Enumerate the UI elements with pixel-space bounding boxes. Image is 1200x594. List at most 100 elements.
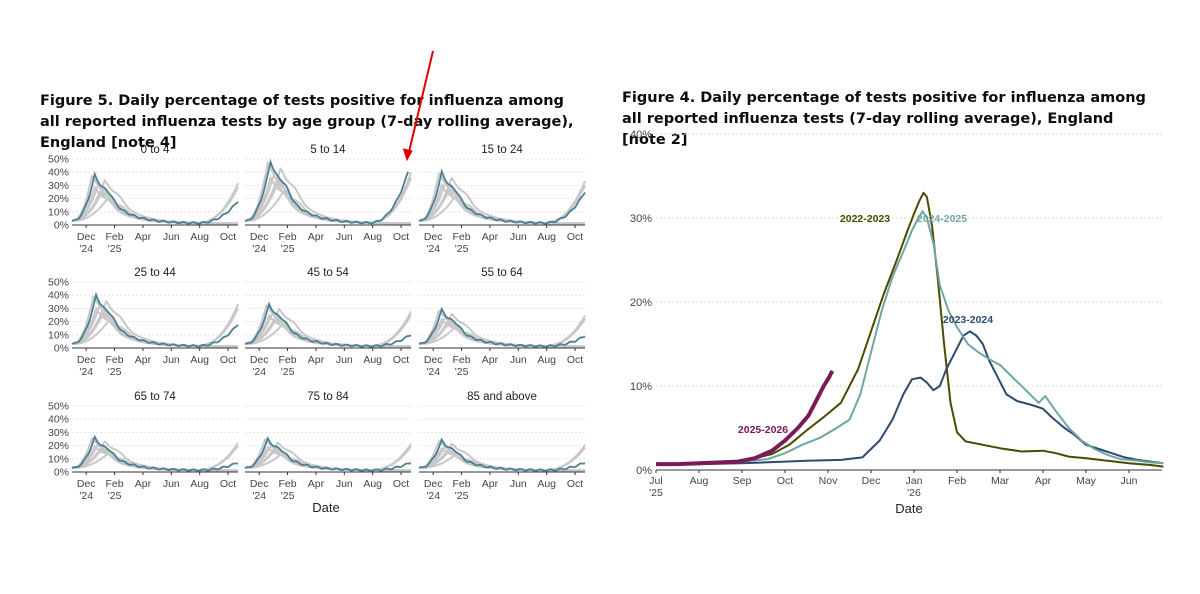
fig5-grey-series xyxy=(419,182,585,225)
fig4-x-axis-label: Date xyxy=(895,501,922,516)
fig5-xtick-label: Feb xyxy=(453,478,471,490)
fig5-xtick-sublabel: '25 xyxy=(108,490,122,502)
fig5-highlight-series xyxy=(71,434,239,472)
fig5-xtick-sublabel: '25 xyxy=(455,243,469,255)
fig5-xtick-label: Feb xyxy=(279,478,297,490)
fig5-highlight-series xyxy=(244,301,412,348)
fig5-xtick-label: Aug xyxy=(537,354,556,366)
fig5-xtick-label: Dec xyxy=(77,354,96,366)
fig5-x-axis-label: Date xyxy=(312,500,339,515)
fig5-xtick-sublabel: '24 xyxy=(426,243,440,255)
fig5-xtick-label: Oct xyxy=(393,231,409,243)
fig4-xtick-sublabel: '26 xyxy=(907,487,921,499)
fig5-xtick-label: Dec xyxy=(424,478,443,490)
fig5-panel-7: 75 to 84 Dec'24 Feb'25 Apr Jun Aug Oct xyxy=(244,391,412,502)
fig5-xtick-label: Dec xyxy=(424,354,443,366)
fig4-series-2025-2026 xyxy=(656,369,835,467)
fig5-xtick-label: Feb xyxy=(279,354,297,366)
fig5-xtick-sublabel: '24 xyxy=(426,490,440,502)
fig5-panel-title: 25 to 44 xyxy=(134,267,176,279)
fig5-xtick-label: Dec xyxy=(250,354,269,366)
fig5-xtick-label: Oct xyxy=(393,354,409,366)
fig5-xtick-label: Feb xyxy=(106,354,124,366)
fig5-highlight-series xyxy=(418,306,586,348)
fig5-panel-title: 15 to 24 xyxy=(481,144,523,156)
fig5-panel-title: 65 to 74 xyxy=(134,391,176,403)
fig5-xtick-label: Apr xyxy=(135,478,152,490)
fig5-ytick-label: 0% xyxy=(54,343,69,355)
fig4-series-label: 2023-2024 xyxy=(943,314,993,326)
annotation-arrow-shaft xyxy=(408,50,434,153)
fig5-xtick-label: Dec xyxy=(77,231,96,243)
fig4-ytick-label: 20% xyxy=(630,297,652,309)
fig5-xtick-sublabel: '24 xyxy=(79,490,93,502)
fig4-series-label: 2025-2026 xyxy=(738,424,788,436)
fig5-ytick-label: 10% xyxy=(48,206,69,218)
fig5-xtick-label: Aug xyxy=(190,478,209,490)
fig4-series-2023-2024 xyxy=(656,330,1164,466)
fig5-grey-series xyxy=(72,305,238,348)
fig5-panel-title: 75 to 84 xyxy=(307,391,349,403)
fig5-ytick-label: 20% xyxy=(48,440,69,452)
fig5-xtick-label: Apr xyxy=(482,354,499,366)
fig4-series-2022-2023 xyxy=(656,191,1164,468)
fig5-xtick-label: Feb xyxy=(453,354,471,366)
fig5-ytick-label: 30% xyxy=(48,427,69,439)
fig5-xtick-sublabel: '25 xyxy=(108,366,122,378)
fig5-xtick-label: Apr xyxy=(308,231,325,243)
fig5-xtick-label: Apr xyxy=(135,231,152,243)
fig5-panel-2: 15 to 24 Dec'24 Feb'25 Apr Jun Aug Oct xyxy=(418,144,586,255)
fig5-xtick-label: Jun xyxy=(163,231,180,243)
fig4-ytick-label: 10% xyxy=(630,381,652,393)
fig5-ytick-label: 30% xyxy=(48,303,69,315)
fig5-ytick-label: 10% xyxy=(48,453,69,465)
fig5-ytick-label: 40% xyxy=(48,414,69,426)
fig5-xtick-sublabel: '25 xyxy=(281,490,295,502)
fig4-series-label: 2022-2023 xyxy=(840,213,890,225)
fig5-ytick-label: 40% xyxy=(48,290,69,302)
fig5-ytick-label: 20% xyxy=(48,193,69,205)
fig5-panel-title: 45 to 54 xyxy=(307,267,349,279)
fig5-xtick-label: Aug xyxy=(363,354,382,366)
fig5-xtick-label: Aug xyxy=(363,478,382,490)
fig5-xtick-sublabel: '25 xyxy=(281,366,295,378)
fig5-ytick-label: 50% xyxy=(48,401,69,413)
fig5-ytick-label: 10% xyxy=(48,329,69,341)
fig5-panel-title: 0 to 4 xyxy=(141,144,170,156)
fig5-xtick-label: Feb xyxy=(106,478,124,490)
fig5-xtick-label: Aug xyxy=(363,231,382,243)
figure4-title: Figure 4. Daily percentage of tests posi… xyxy=(622,90,1146,148)
fig5-xtick-label: Oct xyxy=(393,478,409,490)
fig5-xtick-label: Oct xyxy=(567,478,583,490)
fig4-xtick-label: Feb xyxy=(948,475,966,487)
fig5-xtick-sublabel: '24 xyxy=(79,366,93,378)
fig5-ytick-label: 40% xyxy=(48,167,69,179)
fig5-xtick-label: Jun xyxy=(336,354,353,366)
fig5-xtick-label: Feb xyxy=(453,231,471,243)
fig5-highlight-series xyxy=(71,171,239,225)
fig5-xtick-label: Apr xyxy=(482,231,499,243)
fig5-xtick-label: Jun xyxy=(163,478,180,490)
fig5-xtick-label: Oct xyxy=(220,231,236,243)
fig5-xtick-label: Oct xyxy=(567,354,583,366)
fig5-panel-5: 55 to 64 Dec'24 Feb'25 Apr Jun Aug Oct xyxy=(418,267,586,378)
fig5-panel-title: 5 to 14 xyxy=(310,144,346,156)
fig5-xtick-label: Apr xyxy=(135,354,152,366)
fig5-xtick-label: Jun xyxy=(510,354,527,366)
fig5-xtick-label: Apr xyxy=(308,478,325,490)
fig5-panel-8: 85 and above Dec'24 Feb'25 Apr Jun Aug Oct xyxy=(418,391,586,502)
fig5-ytick-label: 30% xyxy=(48,180,69,192)
fig4-xtick-label: Nov xyxy=(819,475,838,487)
fig5-xtick-label: Aug xyxy=(537,478,556,490)
fig4-xtick-label: Oct xyxy=(777,475,793,487)
fig5-xtick-sublabel: '24 xyxy=(252,243,266,255)
fig5-xtick-sublabel: '24 xyxy=(79,243,93,255)
fig4-ytick-label: 40% xyxy=(630,129,652,141)
fig4-xtick-label: Jul xyxy=(649,475,662,487)
fig5-ytick-label: 0% xyxy=(54,467,69,479)
fig5-xtick-label: Oct xyxy=(220,354,236,366)
fig4-chart: 0% 10% 20% 30% 40% Jul'25 Aug Sep Oct Nov Dec Jan'2… xyxy=(630,129,1164,499)
fig5-highlight-series xyxy=(418,168,586,225)
fig5-panel-title: 85 and above xyxy=(467,391,537,403)
